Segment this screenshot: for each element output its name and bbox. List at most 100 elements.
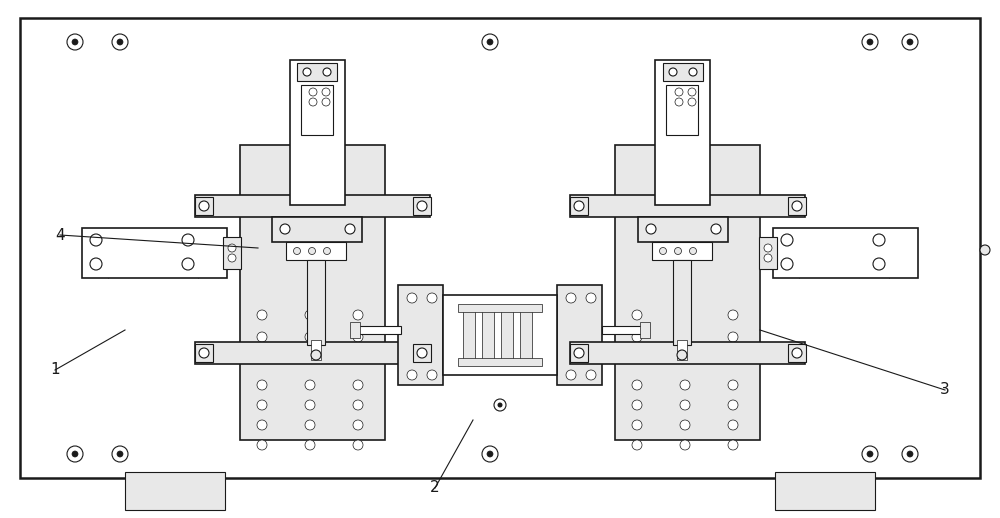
Circle shape — [574, 201, 584, 211]
Circle shape — [728, 380, 738, 390]
Circle shape — [792, 348, 802, 358]
Circle shape — [117, 39, 123, 45]
Circle shape — [586, 293, 596, 303]
Circle shape — [689, 68, 697, 76]
Bar — [286, 242, 346, 260]
Circle shape — [574, 348, 584, 358]
Circle shape — [677, 350, 687, 360]
Circle shape — [309, 88, 317, 96]
Circle shape — [660, 248, 666, 254]
Bar — [311, 340, 321, 360]
Circle shape — [764, 254, 772, 262]
Circle shape — [228, 254, 236, 262]
Circle shape — [257, 380, 267, 390]
Circle shape — [781, 258, 793, 270]
Circle shape — [680, 400, 690, 410]
Bar — [773, 228, 918, 278]
Bar — [570, 344, 588, 362]
Circle shape — [72, 39, 78, 45]
Circle shape — [257, 440, 267, 450]
Text: 1: 1 — [50, 363, 60, 378]
Circle shape — [257, 420, 267, 430]
Bar — [652, 242, 712, 260]
Circle shape — [182, 258, 194, 270]
Circle shape — [690, 248, 696, 254]
Circle shape — [407, 293, 417, 303]
Circle shape — [494, 399, 506, 411]
Circle shape — [632, 310, 642, 320]
Bar — [398, 285, 443, 385]
Circle shape — [427, 293, 437, 303]
Bar — [602, 326, 648, 334]
Circle shape — [487, 451, 493, 457]
Circle shape — [482, 34, 498, 50]
Circle shape — [303, 68, 311, 76]
Circle shape — [67, 446, 83, 462]
Circle shape — [586, 370, 596, 380]
Bar — [570, 197, 588, 215]
Bar — [458, 304, 542, 312]
Bar — [520, 308, 532, 362]
Circle shape — [688, 98, 696, 106]
Circle shape — [680, 332, 690, 342]
Bar — [82, 228, 227, 278]
Bar — [240, 145, 385, 440]
Circle shape — [353, 420, 363, 430]
Circle shape — [980, 245, 990, 255]
Circle shape — [305, 420, 315, 430]
Circle shape — [482, 446, 498, 462]
Circle shape — [566, 293, 576, 303]
Bar — [413, 344, 431, 362]
Circle shape — [781, 234, 793, 246]
Circle shape — [867, 39, 873, 45]
Circle shape — [417, 348, 427, 358]
Bar — [125, 472, 225, 510]
Circle shape — [90, 258, 102, 270]
Circle shape — [90, 234, 102, 246]
Circle shape — [907, 451, 913, 457]
Circle shape — [112, 34, 128, 50]
Bar — [673, 260, 691, 345]
Bar — [570, 342, 805, 364]
Circle shape — [323, 68, 331, 76]
Circle shape — [862, 34, 878, 50]
Bar — [788, 344, 806, 362]
Circle shape — [728, 420, 738, 430]
Circle shape — [311, 350, 321, 360]
Circle shape — [322, 98, 330, 106]
Circle shape — [728, 310, 738, 320]
Circle shape — [728, 400, 738, 410]
Circle shape — [669, 68, 677, 76]
Circle shape — [632, 440, 642, 450]
Bar — [301, 85, 333, 135]
Circle shape — [182, 234, 194, 246]
Circle shape — [646, 224, 656, 234]
Bar — [501, 308, 513, 362]
Bar — [413, 197, 431, 215]
Text: 4: 4 — [55, 227, 65, 242]
Circle shape — [867, 451, 873, 457]
Bar — [677, 340, 687, 360]
Circle shape — [902, 446, 918, 462]
Circle shape — [257, 332, 267, 342]
Circle shape — [792, 201, 802, 211]
Bar — [223, 237, 241, 269]
Bar — [775, 472, 875, 510]
Bar — [297, 63, 337, 81]
Circle shape — [680, 440, 690, 450]
Circle shape — [345, 224, 355, 234]
Circle shape — [353, 440, 363, 450]
Bar — [759, 237, 777, 269]
Circle shape — [680, 310, 690, 320]
Bar — [655, 60, 710, 205]
Circle shape — [67, 34, 83, 50]
Bar — [557, 285, 602, 385]
Bar — [458, 358, 542, 366]
Bar — [788, 197, 806, 215]
Circle shape — [675, 88, 683, 96]
Bar — [20, 18, 980, 478]
Bar — [640, 322, 650, 338]
Circle shape — [632, 332, 642, 342]
Circle shape — [117, 451, 123, 457]
Circle shape — [308, 248, 316, 254]
